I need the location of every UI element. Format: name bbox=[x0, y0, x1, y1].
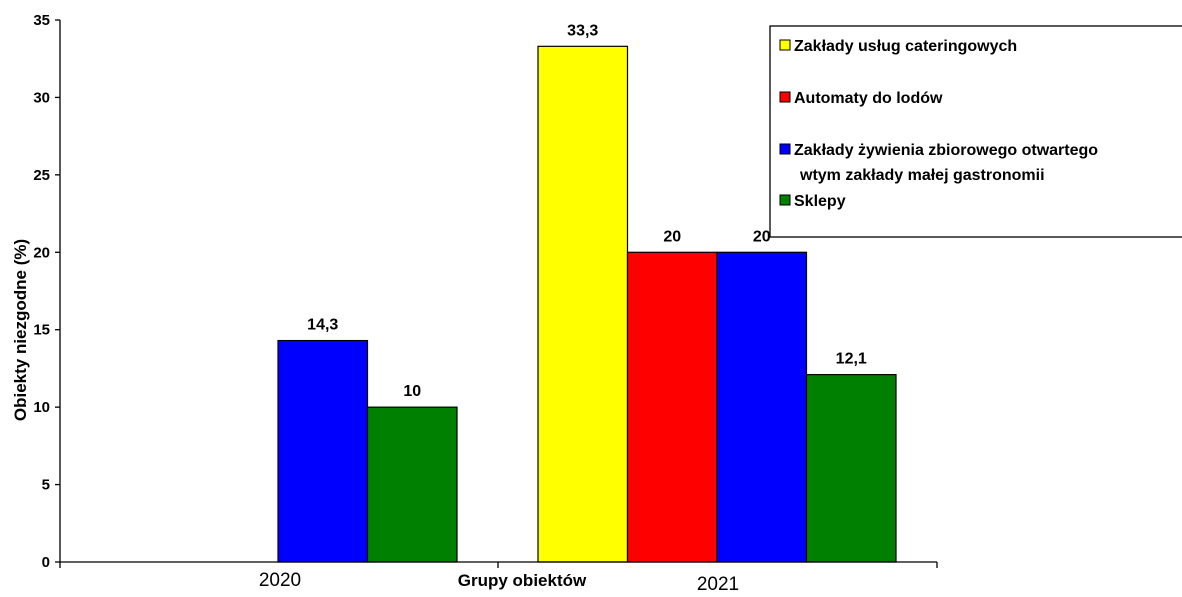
x-axis-title: Grupy obiektów bbox=[458, 571, 587, 590]
y-tick-label: 35 bbox=[33, 12, 50, 29]
y-tick-label: 25 bbox=[33, 167, 50, 184]
legend-label: wtym zakłady małej gastronomii bbox=[799, 167, 1045, 184]
x-category-label: 2020 bbox=[259, 570, 301, 591]
y-tick-label: 15 bbox=[33, 322, 50, 339]
y-tick-label: 30 bbox=[33, 89, 50, 106]
bar-2021-series-3 bbox=[805, 374, 897, 563]
y-tick-label: 5 bbox=[42, 477, 50, 494]
data-label-2021-series-2: 20 bbox=[753, 228, 771, 245]
data-label-2021-series-1: 20 bbox=[663, 228, 681, 245]
y-axis-title: Obiekty niezgodne (%) bbox=[11, 239, 30, 421]
bar-2020-series-3 bbox=[366, 406, 458, 563]
legend: Zakłady usług cateringowych Automaty do l… bbox=[769, 25, 1182, 238]
y-tick-label: 10 bbox=[33, 399, 50, 416]
bars-layer bbox=[277, 45, 897, 563]
legend-swatch bbox=[779, 91, 791, 103]
y-tick-label: 20 bbox=[33, 244, 50, 261]
legend-label: Zakłady żywienia zbiorowego otwartego bbox=[794, 142, 1098, 159]
labels-layer: 14,3 10 33,3 20 20 12,1 bbox=[307, 22, 867, 400]
legend-swatch bbox=[779, 194, 791, 206]
data-label-2021-series-3: 12,1 bbox=[836, 351, 867, 368]
x-category-label: 2021 bbox=[697, 574, 739, 592]
data-label-2020-series-3: 10 bbox=[403, 383, 421, 400]
legend-swatch bbox=[779, 143, 791, 155]
legend-label: Zakłady usług cateringowych bbox=[794, 38, 1017, 55]
data-label-2021-series-0: 33,3 bbox=[567, 22, 598, 39]
legend-label: Sklepy bbox=[794, 193, 846, 210]
legend-swatch bbox=[779, 39, 791, 51]
bar-2021-series-0 bbox=[537, 45, 629, 563]
data-label-2020-series-2: 14,3 bbox=[307, 317, 338, 334]
bar-2021-series-2 bbox=[716, 251, 808, 563]
bar-2021-series-1 bbox=[626, 251, 718, 563]
y-tick-label: 0 bbox=[42, 554, 50, 571]
legend-box bbox=[769, 25, 1182, 238]
legend-label: Automaty do lodów bbox=[794, 90, 943, 107]
bar-2020-series-2 bbox=[277, 339, 369, 563]
